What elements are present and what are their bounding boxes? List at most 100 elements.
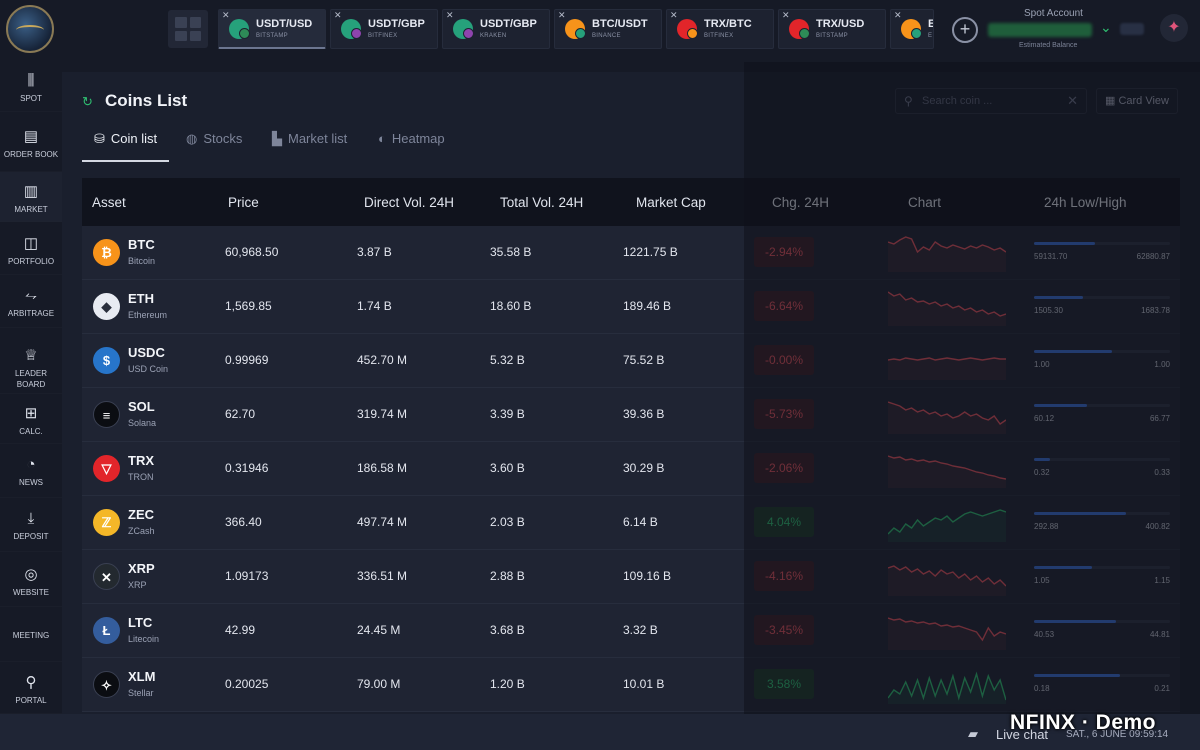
column-header[interactable]: Chg. 24H [772,195,830,210]
sparkline-area [888,237,1006,272]
coins-icon: ⛁ [94,131,105,146]
close-icon[interactable]: ✕ [670,10,678,20]
sidebar-item-label: WEBSITE [12,587,49,597]
exchange-label: BINANCE [592,33,621,39]
coin-symbol: ETH [128,291,154,306]
table-row[interactable]: ₿ BTC Bitcoin 60,968.50 3.87 B 35.58 B 1221.75… [82,226,1180,280]
close-icon[interactable]: ✕ [446,10,454,20]
close-icon[interactable]: ✕ [222,10,230,20]
range-high: 400.82 [1145,522,1170,531]
top-bar: ✕ USDT/USD BITSTAMP ✕ USDT/GBP BITFINEX ✕ USDT/… [0,0,1200,62]
add-pair-button[interactable]: + [952,17,978,43]
sidebar-item-deposit[interactable]: ⤓ DEPOSIT [0,498,62,552]
column-header[interactable]: Chart [908,195,942,210]
column-header[interactable]: Price [228,195,259,210]
low-high-range: 1.00 1.00 [1034,350,1170,369]
pair-label: USDT/GBP [368,18,425,30]
change-badge: -2.06% [754,453,814,483]
range-fill [1034,242,1096,245]
close-icon[interactable]: ✕ [558,10,566,20]
sidebar-item-label: ARBITRAGE [7,308,55,318]
table-row[interactable]: $ USDC USD Coin 0.99969 452.70 M 5.32 B 75.52 … [82,334,1180,388]
column-header[interactable]: Direct Vol. 24H [364,195,455,210]
coin-name: Stellar [128,688,154,698]
column-header[interactable]: 24h Low/High [1044,195,1127,210]
card-view-icon: ▦ [1105,95,1119,107]
sidebar-item-portfolio[interactable]: ◫ PORTFOLIO [0,222,62,275]
coin-market-cap: 3.32 B [623,623,658,637]
table-row[interactable]: ✧ XLM Stellar 0.20025 79.00 M 1.20 B 10.01 B 3.… [82,658,1180,712]
card-view-button[interactable]: ▦ Card View [1096,88,1178,114]
tab-market-list[interactable]: ▙ Market list [260,124,359,162]
pair-tab[interactable]: ✕ USDT/GBP BITFINEX [330,9,438,49]
ai-assistant-icon[interactable]: ✦ [1160,14,1188,42]
sidebar-item-arbitrage[interactable]: ⥊ ARBITRAGE [0,275,62,328]
table-row[interactable]: ✕ XRP XRP 1.09173 336.51 M 2.88 B 109.16 B -4.1… [82,550,1180,604]
tab-coin-list[interactable]: ⛁ Coin list [82,124,170,162]
sidebar-item-spot[interactable]: ⫼ SPOT [0,62,62,112]
coin-direct-vol: 319.74 M [357,407,408,421]
pair-tab[interactable]: ✕ EE [890,9,934,49]
coin-market-cap: 39.36 B [623,407,665,421]
column-header[interactable]: Market Cap [636,195,706,210]
coin-total-vol: 5.32 B [490,353,525,367]
grid-icon [189,30,201,41]
pair-label: TRX/BTC [704,18,752,30]
chat-icon[interactable]: ▰ [968,726,978,741]
sidebar-item-calc[interactable]: ⊞ CALC. [0,394,62,444]
sidebar-item-market[interactable]: ▥ MARKET [0,172,62,222]
search-input[interactable] [920,93,1060,109]
table-row[interactable]: ▽ TRX TRON 0.31946 186.58 M 3.60 B 30.29 B -2.0… [82,442,1180,496]
column-header[interactable]: Total Vol. 24H [500,195,584,210]
range-bar [1034,674,1170,677]
coin-symbol: XLM [128,669,156,684]
spot-icon: ⫼ [27,72,35,89]
range-fill [1034,512,1127,515]
close-icon[interactable]: ✕ [334,10,342,20]
chevron-down-icon[interactable]: ⌄ [1100,19,1112,35]
range-high: 62880.87 [1136,252,1170,261]
sidebar-item-portal[interactable]: ⚲ PORTAL [0,662,62,714]
sidebar-item-label: ORDER BOOK [3,150,59,159]
sidebar-item-website[interactable]: ◎ WEBSITE [0,552,62,607]
sidebar-item-leader-board[interactable]: ♕ LEADER BOARD [0,328,62,394]
coin-icon [799,28,810,39]
close-icon[interactable]: ✕ [782,10,790,20]
low-high-range: 40.53 44.81 [1034,620,1170,639]
table-row[interactable]: ◆ ETH Ethereum 1,569.85 1.74 B 18.60 B 189.46 … [82,280,1180,334]
layout-grid-button[interactable] [168,10,208,48]
sidebar-item-order-book[interactable]: ▤ ORDER BOOK [0,112,62,172]
trophy-icon: ♕ [24,347,38,364]
pair-tab[interactable]: ✕ BTC/USDT BINANCE [554,9,662,49]
pair-tab[interactable]: ✕ USDT/USD BITSTAMP [218,9,326,49]
refresh-icon[interactable]: ↻ [82,94,93,109]
table-row[interactable]: ℤ ZEC ZCash 366.40 497.74 M 2.03 B 6.14 B 4.04%… [82,496,1180,550]
column-header[interactable]: Asset [92,195,126,210]
sidebar: ⫼ SPOT ▤ ORDER BOOK ▥ MARKET ◫ PORTFOLIO ⥊ ARBITR… [0,62,62,714]
pair-tab[interactable]: ✕ USDT/GBP KRAKEN [442,9,550,49]
pair-tab[interactable]: ✕ TRX/BTC BITFINEX [666,9,774,49]
sidebar-item-meeting[interactable]: MEETING [0,607,62,662]
coin-icon: ✕ [93,563,120,590]
tab-stocks[interactable]: ◍ Stocks [174,124,254,162]
stocks-icon: ◍ [186,131,198,146]
clear-icon[interactable]: ✕ [1067,93,1078,108]
coin-total-vol: 1.20 B [490,677,525,691]
table-row[interactable]: Ł LTC Litecoin 42.99 24.45 M 3.68 B 3.32 B -3.4… [82,604,1180,658]
range-high: 44.81 [1149,630,1170,639]
pair-tab[interactable]: ✕ TRX/USD BITSTAMP [778,9,886,49]
card-view-label: Card View [1118,95,1169,107]
app-logo[interactable] [6,5,54,53]
live-chat-button[interactable]: Live chat [996,727,1049,742]
table-row[interactable]: ≡ SOL Solana 62.70 319.74 M 3.39 B 39.36 B -5.7… [82,388,1180,442]
search-box: ⚲ ✕ [895,88,1087,114]
coin-icon: ◆ [93,293,120,320]
coin-price: 366.40 [225,515,262,529]
coin-name: XRP [128,580,147,590]
sidebar-item-news[interactable]: ◔ NEWS [0,444,62,498]
tab-heatmap[interactable]: ◐ Heatmap [366,124,457,162]
close-icon[interactable]: ✕ [894,10,902,20]
coin-icon: ℤ [93,509,120,536]
pair-label: USDT/USD [256,18,313,30]
coin-direct-vol: 79.00 M [357,677,401,691]
